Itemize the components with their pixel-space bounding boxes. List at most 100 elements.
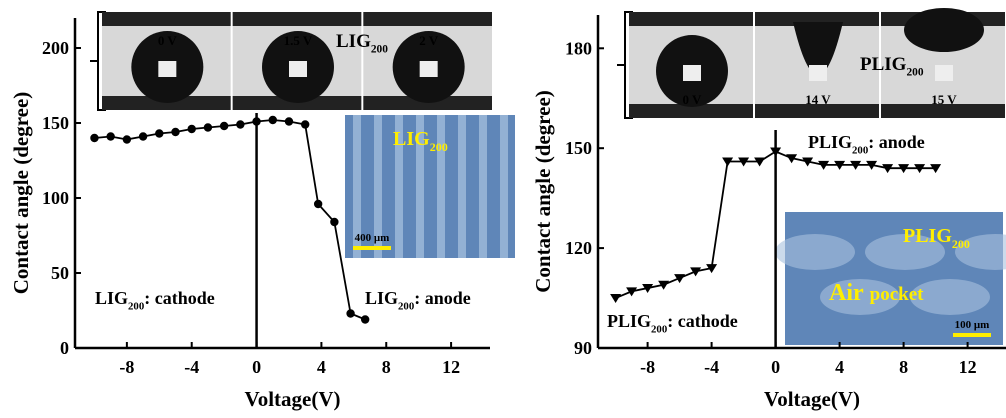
y-tick-label: 120 [565,238,592,258]
x-tick-label: 0 [252,357,261,377]
sem-ridge [479,115,487,258]
droplet [904,8,984,52]
x-tick-label: -4 [184,357,199,377]
text-part: : anode [868,132,925,152]
marker [330,218,338,226]
marker [285,117,293,125]
y-tick-label: 100 [42,188,69,208]
marker [123,135,131,143]
text-part: LIG [393,128,430,150]
x-axis-label: Voltage(V) [244,387,340,411]
scale-bar [953,333,991,337]
photo-edge [233,12,362,26]
marker [626,287,637,296]
droplet-highlight [289,61,307,77]
text-part: : anode [414,288,471,308]
x-tick-label: 4 [835,357,844,377]
marker [361,315,369,323]
text-sub: 200 [430,140,448,154]
text-part: PLIG [808,132,852,152]
y-axis-label: Contact angle (degree) [9,92,33,295]
marker [171,128,179,136]
x-tick-label: -8 [119,357,134,377]
sem-ridge [500,115,508,258]
text-sub: 200 [398,300,414,312]
x-tick-label: 8 [899,357,908,377]
photo-label: 2 V [419,33,439,48]
marker [770,148,781,157]
text-part: pocket [870,284,925,305]
x-tick-label: 12 [442,357,460,377]
figure: 0 V1.5 V2 VLIG200LIG200400 μm05010015020… [0,0,1006,418]
annotation: LIG200: anode [365,288,471,312]
marker [236,120,244,128]
sem-ridge [458,115,466,258]
photo-label: 0 V [683,92,703,107]
marker [204,123,212,131]
text-sub: 200 [906,67,923,79]
marker [106,132,114,140]
y-tick-label: 0 [60,338,69,358]
marker [690,267,701,276]
text-part: PLIG [860,54,907,75]
text-sub: 200 [852,144,868,156]
photo-edge [102,12,231,26]
marker [220,122,228,130]
marker [674,274,685,283]
y-tick-label: 90 [574,338,592,358]
photo-label: 1.5 V [284,33,313,48]
scale-bar [353,246,391,250]
x-tick-label: 12 [959,357,977,377]
droplet-highlight [935,65,953,81]
marker [346,309,354,317]
droplet-highlight [158,61,176,77]
annotation: PLIG200: cathode [607,311,738,335]
y-tick-label: 150 [565,138,592,158]
y-axis-label: Contact angle (degree) [531,90,555,293]
marker [301,120,309,128]
marker [90,134,98,142]
text-part: LIG [95,288,128,308]
x-tick-label: 0 [771,357,780,377]
scale-label: 400 μm [355,232,390,244]
annotation: LIG200: cathode [95,288,215,312]
x-tick-label: 8 [382,357,391,377]
series-line [94,120,365,320]
x-tick-label: -8 [640,357,655,377]
text-part: Air [829,280,864,306]
photo-edge [629,12,753,26]
marker [188,125,196,133]
sem-annotation: Air pocket [829,280,924,306]
photo-edge [363,12,492,26]
text-part: LIG [365,288,398,308]
droplet-highlight [683,65,701,81]
x-axis-label: Voltage(V) [764,387,860,411]
marker [610,294,621,303]
text-part: PLIG [903,225,952,247]
marker [155,129,163,137]
sem-ridge [437,115,445,258]
y-tick-label: 180 [565,38,592,58]
sem-texture [775,234,855,270]
text-part: LIG [336,31,371,52]
scale-label: 100 μm [955,319,990,331]
marker [314,200,322,208]
droplet-highlight [809,65,827,81]
photo-label: 0 V [158,33,178,48]
text-sub: 200 [371,44,388,56]
marker [269,116,277,124]
photo-label: 15 V [931,92,957,107]
annotation: PLIG200: anode [808,132,925,156]
text-part: PLIG [607,311,651,331]
text-part: : cathode [144,288,215,308]
text-sub: 200 [952,237,970,251]
y-tick-label: 50 [51,263,69,283]
photo-label: 14 V [805,92,831,107]
text-part: : cathode [667,311,738,331]
marker [139,132,147,140]
y-tick-label: 200 [42,38,69,58]
droplet-highlight [420,61,438,77]
x-tick-label: 4 [317,357,326,377]
marker [252,117,260,125]
text-sub: 200 [651,323,667,335]
